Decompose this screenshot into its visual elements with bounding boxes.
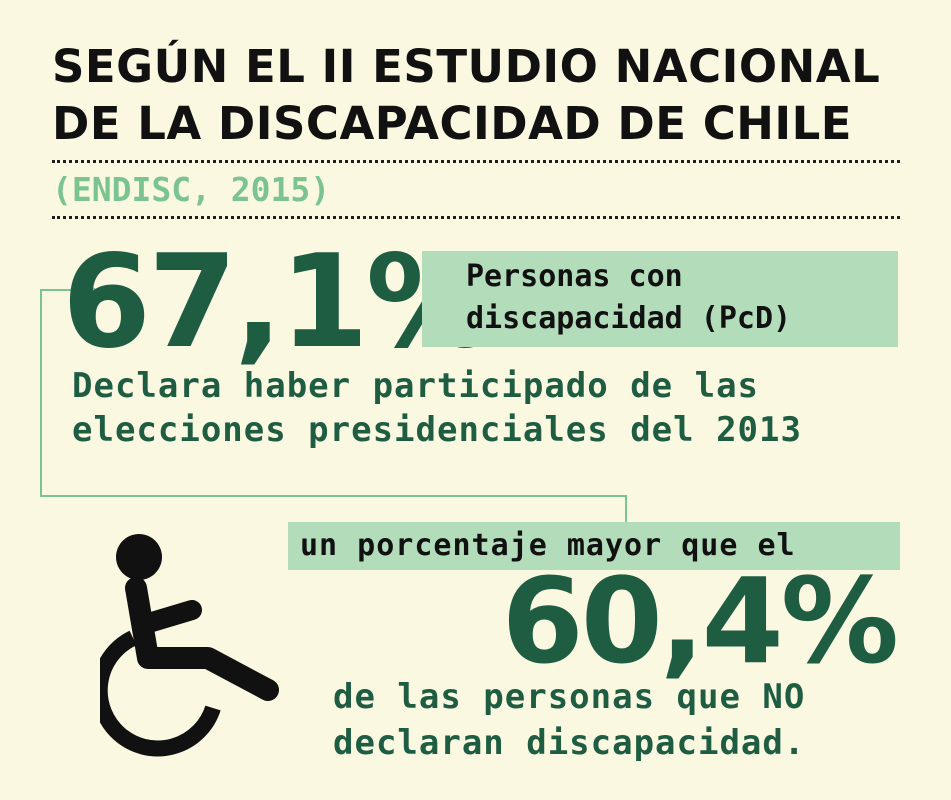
dotted-divider-top	[52, 160, 900, 163]
dotted-divider-bottom	[52, 216, 900, 219]
comparison-highlight-box	[288, 522, 900, 570]
wheelchair-icon	[100, 534, 279, 757]
pcd-label: Personas con discapacidad (PcD)	[466, 259, 792, 336]
comparison-connector-text: un porcentaje mayor que el	[300, 528, 796, 563]
comparison-value: 60,4%	[501, 552, 899, 690]
comparison-description: de las personas que NO declaran discapac…	[333, 677, 806, 763]
source-citation: (ENDISC, 2015)	[52, 170, 331, 209]
arrow-right-icon	[82, 281, 98, 299]
page-title: SEGÚN EL II ESTUDIO NACIONAL DE LA DISCA…	[52, 40, 881, 150]
pcd-label-box	[422, 251, 898, 347]
stat-pcd-description: Declara haber participado de las eleccio…	[72, 366, 802, 450]
